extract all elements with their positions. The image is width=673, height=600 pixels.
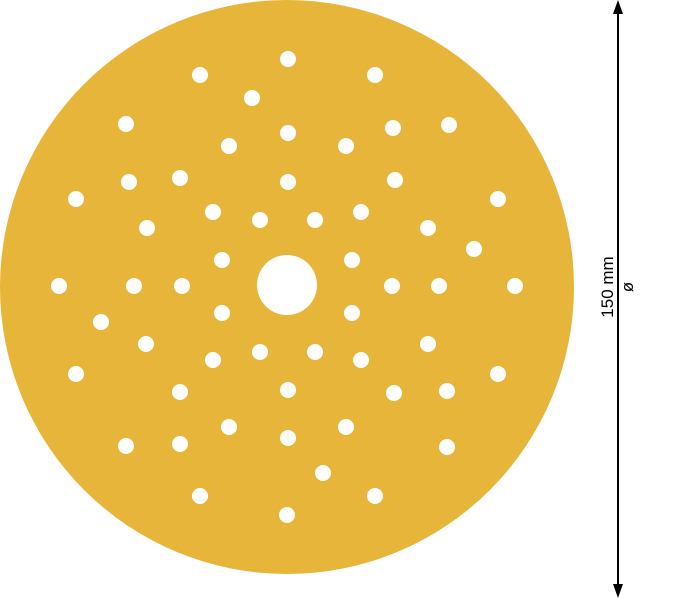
dust-hole [439, 439, 455, 455]
dust-hole [172, 170, 188, 186]
dust-hole [431, 278, 447, 294]
dust-hole [490, 366, 506, 382]
dimension-arrow [613, 0, 623, 598]
dust-hole [439, 383, 455, 399]
dust-hole [244, 90, 260, 106]
dimension-label: 150 mm ø [598, 256, 638, 317]
dust-hole [338, 138, 354, 154]
dust-hole [420, 220, 436, 236]
arrow-head-top [613, 0, 623, 14]
dust-hole [384, 278, 400, 294]
dust-hole [205, 204, 221, 220]
dust-hole [280, 125, 296, 141]
dust-hole [205, 352, 221, 368]
dust-hole [420, 336, 436, 352]
dust-hole [51, 278, 67, 294]
dust-hole [279, 507, 295, 523]
dust-hole [139, 220, 155, 236]
dust-hole [441, 117, 457, 133]
center-hole [257, 255, 317, 315]
dust-hole [307, 212, 323, 228]
dust-hole [252, 344, 268, 360]
dust-hole [490, 191, 506, 207]
dust-hole [214, 305, 230, 321]
dust-hole [121, 174, 137, 190]
dust-hole [344, 252, 360, 268]
dust-hole [338, 419, 354, 435]
dust-hole [385, 120, 401, 136]
dust-hole [68, 191, 84, 207]
dust-hole [307, 344, 323, 360]
dust-hole [174, 278, 190, 294]
dimension-value: 150 mm [598, 256, 617, 318]
sanding-disc [0, 0, 574, 574]
dust-hole [466, 241, 482, 257]
dust-hole [118, 116, 134, 132]
dust-hole [126, 278, 142, 294]
arrow-head-bottom [613, 584, 623, 598]
dust-hole [367, 67, 383, 83]
diameter-symbol: ø [618, 281, 637, 293]
dust-hole [280, 174, 296, 190]
dust-hole [280, 51, 296, 67]
dust-hole [118, 438, 134, 454]
dust-hole [280, 382, 296, 398]
dust-hole [192, 67, 208, 83]
dust-hole [353, 204, 369, 220]
dust-hole [252, 212, 268, 228]
dust-hole [93, 314, 109, 330]
dust-hole [353, 352, 369, 368]
dust-hole [68, 366, 84, 382]
dust-hole [315, 465, 331, 481]
dust-hole [172, 436, 188, 452]
dust-hole [386, 385, 402, 401]
dust-hole [221, 419, 237, 435]
dust-hole [367, 488, 383, 504]
dust-hole [280, 430, 296, 446]
dust-hole [507, 278, 523, 294]
dust-hole [221, 138, 237, 154]
dust-hole [214, 252, 230, 268]
dust-hole [138, 336, 154, 352]
dust-hole [387, 172, 403, 188]
dust-hole [172, 384, 188, 400]
dust-hole [192, 488, 208, 504]
dust-hole [344, 305, 360, 321]
